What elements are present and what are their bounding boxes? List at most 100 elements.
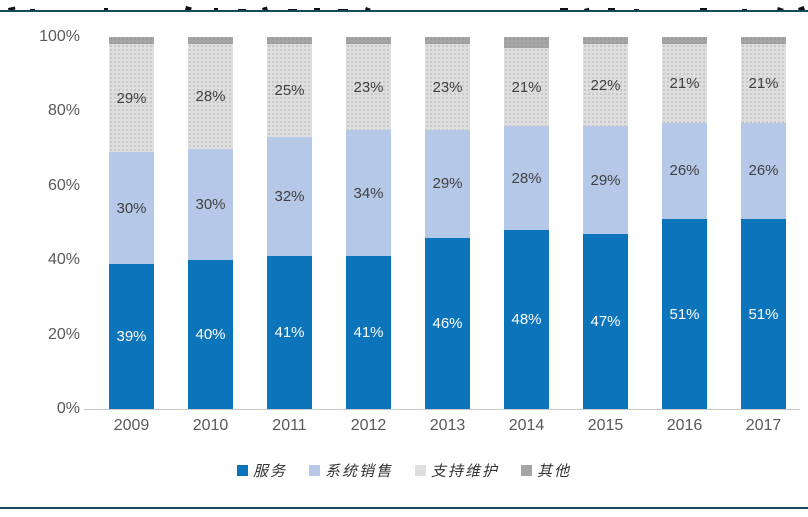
bar-segment: 51% (741, 219, 786, 409)
bar-column-2014: 48% 28% 21% (504, 37, 549, 409)
x-axis-tick-label: 2016 (666, 417, 703, 434)
bar-segment: 39% (109, 263, 154, 409)
legend-item: 支持维护 (415, 460, 499, 481)
bar-segment-label: 32% (274, 188, 305, 206)
bar-segment: 32% (267, 137, 312, 257)
bar-segment-label: 23% (353, 78, 384, 96)
bar-segment-label: 21% (748, 75, 779, 92)
bar-segment-label: 30% (195, 195, 226, 213)
bar-segment (267, 37, 312, 45)
bar-column-2015: 47% 29% 22% (583, 37, 628, 409)
bar-segment: 23% (346, 44, 391, 131)
bar-segment: 51% (662, 219, 707, 409)
bar-segment: 41% (267, 256, 312, 409)
bar-segment-label: 41% (353, 324, 384, 342)
legend-item: 其他 (521, 460, 571, 481)
bar-segment: 29% (583, 126, 628, 235)
y-axis-tick-label: 100% (39, 28, 80, 45)
bar-segment: 25% (267, 44, 312, 138)
bar-segment: 29% (425, 130, 470, 238)
bar-segment-label: 47% (590, 313, 621, 331)
x-axis-tick-label: 2015 (587, 417, 624, 434)
bar-column-2017: 51% 26% 21% (741, 37, 786, 409)
x-axis-tick-label: 2010 (192, 417, 229, 434)
legend-item: 服务 (236, 460, 287, 481)
bar-segment-label: 28% (511, 169, 542, 187)
bar-column-2011: 41% 32% 25% (267, 37, 312, 409)
bar-segment: 28% (188, 44, 233, 149)
bar-segment-label: 26% (748, 162, 779, 180)
bar-segment-label: 40% (195, 326, 226, 344)
legend-marker-icon (308, 465, 320, 476)
bar-segment-label: 39% (116, 327, 147, 345)
bar-segment (504, 37, 549, 49)
x-axis-tick-label: 2011 (272, 417, 307, 434)
bar-segment: 29% (109, 44, 154, 153)
bar-segment-label: 29% (432, 175, 463, 193)
legend: 服务 系统销售 支持维护 其他 (0, 460, 808, 481)
bar-column-2016: 51% 26% 21% (662, 37, 707, 409)
bar-segment: 23% (425, 44, 470, 131)
bar-segment: 21% (741, 44, 786, 123)
y-axis-tick-label: 60% (47, 176, 80, 194)
bar-segment (109, 37, 154, 45)
bar-segment (346, 37, 391, 45)
bar-segment-label: 29% (116, 89, 147, 107)
y-axis: 0% 20% 40% 60% 80% 100% (0, 29, 80, 417)
bar-segment: 34% (346, 130, 391, 257)
bar-segment-label: 21% (669, 75, 700, 92)
stacked-bar-chart: 0% 20% 40% 60% 80% 100% 39% 30% 29% 40% 30% 28% 41%… (0, 12, 808, 507)
bar-segment: 48% (504, 230, 549, 409)
x-axis-tick-label: 2013 (429, 417, 466, 434)
bar-segment-label: 23% (432, 78, 463, 96)
legend-label: 其他 (537, 464, 572, 480)
bar-segment: 22% (583, 44, 628, 127)
bar-column-2010: 40% 30% 28% (188, 37, 233, 409)
bottom-accent-rule (0, 507, 808, 509)
bar-segment-label: 51% (748, 305, 779, 323)
bar-segment: 21% (504, 48, 549, 127)
legend-label: 支持维护 (431, 464, 500, 480)
bar-segment-label: 22% (590, 76, 621, 94)
clipped-title-text (0, 0, 808, 10)
x-axis-tick-label: 2014 (508, 417, 545, 434)
clipped-title-fragments-icon (8, 5, 806, 10)
bar-segment: 41% (346, 256, 391, 409)
bar-segment-label: 46% (432, 314, 463, 332)
y-axis-tick-label: 80% (47, 102, 80, 120)
bar-segment-label: 34% (353, 184, 384, 202)
y-axis-tick-label: 20% (47, 325, 80, 343)
bar-segment (583, 37, 628, 45)
bar-segment (425, 37, 470, 45)
x-axis-tick-label: 2009 (113, 417, 150, 434)
bar-segment-label: 29% (590, 171, 621, 189)
bar-column-2009: 39% 30% 29% (109, 37, 154, 409)
bar-segment (741, 37, 786, 45)
bar-segment: 30% (109, 152, 154, 264)
bar-segment-label: 26% (669, 162, 700, 180)
bar-segment (188, 37, 233, 45)
legend-marker-icon (415, 465, 426, 476)
x-axis-line (84, 409, 800, 410)
bar-segment: 26% (741, 122, 786, 220)
bar-segment-label: 51% (669, 305, 700, 323)
bar-segment: 46% (425, 237, 470, 409)
bar-segment: 47% (583, 234, 628, 409)
bar-column-2012: 41% 34% 23% (346, 37, 391, 409)
legend-label: 服务 (252, 464, 287, 480)
bar-segment: 21% (662, 44, 707, 123)
x-axis-tick-label: 2012 (350, 417, 387, 434)
bar-segment-label: 28% (195, 88, 226, 106)
bar-segment (662, 37, 707, 45)
legend-marker-icon (521, 465, 533, 476)
bar-segment: 30% (188, 148, 233, 261)
bar-column-2013: 46% 29% 23% (425, 37, 470, 409)
plot-area: 39% 30% 29% 40% 30% 28% 41% 32% 25% 41% 34% 23% 46% 2… (90, 37, 796, 409)
y-axis-tick-label: 0% (56, 400, 80, 417)
bar-segment-label: 25% (274, 82, 305, 100)
bar-segment: 40% (188, 260, 233, 409)
bar-segment: 26% (662, 122, 707, 220)
x-axis: 2009 2010 2011 2012 2013 2014 2015 2016 2017 (90, 417, 796, 439)
top-accent-rule (0, 10, 808, 12)
bar-segment-label: 30% (116, 199, 147, 217)
